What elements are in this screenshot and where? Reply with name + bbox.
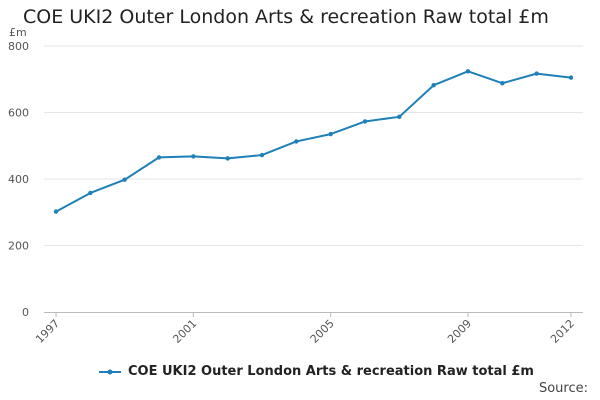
x-tick-label: 2012: [548, 317, 577, 346]
y-tick-label: 200: [8, 240, 29, 253]
legend-label: COE UKI2 Outer London Arts & recreation …: [128, 364, 534, 379]
chart-title: COE UKI2 Outer London Arts & recreation …: [23, 6, 549, 28]
data-point[interactable]: [88, 190, 93, 196]
data-point[interactable]: [156, 155, 162, 160]
data-point[interactable]: [465, 69, 471, 74]
data-point[interactable]: [225, 156, 230, 161]
x-tick-label: 2001: [170, 317, 199, 346]
legend: COE UKI2 Outer London Arts & recreation …: [98, 364, 534, 379]
source-label: Source:: [538, 381, 588, 396]
y-axis-label: £m: [9, 26, 27, 39]
y-tick-label: 800: [8, 40, 29, 53]
data-point[interactable]: [122, 177, 127, 182]
x-tick-label: 2005: [308, 317, 337, 346]
data-point[interactable]: [431, 83, 436, 88]
y-tick-label: 600: [8, 107, 29, 120]
data-point[interactable]: [294, 139, 299, 144]
data-point[interactable]: [534, 71, 539, 76]
data-point[interactable]: [568, 75, 574, 80]
data-point[interactable]: [191, 154, 196, 159]
data-point[interactable]: [362, 119, 368, 124]
data-point[interactable]: [397, 114, 402, 120]
x-tick-label: 1997: [33, 317, 62, 346]
data-point[interactable]: [259, 152, 265, 158]
y-tick-label: 0: [22, 306, 29, 319]
series-line: [55, 70, 572, 213]
y-tick-label: 400: [8, 173, 29, 186]
data-point[interactable]: [328, 131, 333, 137]
data-point[interactable]: [53, 209, 59, 214]
data-point[interactable]: [500, 81, 505, 86]
x-tick-label: 2009: [445, 317, 474, 346]
legend-swatch: [99, 369, 121, 374]
